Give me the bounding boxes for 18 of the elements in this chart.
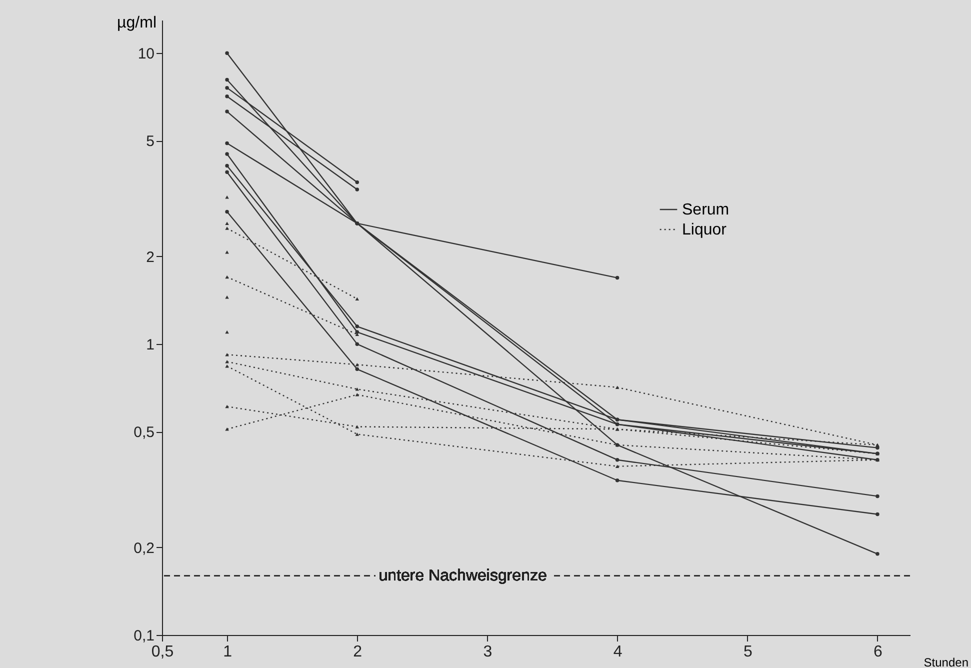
x-axis-title: Stunden bbox=[924, 656, 968, 668]
legend-label: Serum bbox=[682, 202, 730, 218]
x-tick-label: 4 bbox=[613, 644, 622, 660]
x-tick-label: 2 bbox=[353, 644, 362, 660]
y-tick-label: 0,5 bbox=[134, 424, 154, 442]
y-tick-label: 2 bbox=[146, 248, 154, 266]
y-tick-label: 0,2 bbox=[134, 540, 154, 557]
y-tick-label: 5 bbox=[146, 133, 154, 150]
ref-line-label: untere Nachweisgrenze bbox=[378, 568, 547, 585]
x-tick-label: 1 bbox=[223, 644, 232, 660]
y-tick-label: 10 bbox=[138, 46, 154, 63]
y-tick-label: 1 bbox=[146, 336, 154, 354]
x-tick-label: 6 bbox=[874, 644, 883, 660]
y-tick-label: 0,1 bbox=[134, 628, 154, 644]
y-axis-title: µg/ml bbox=[117, 14, 156, 32]
x-tick-label: 3 bbox=[483, 644, 492, 660]
legend-label: Liquor bbox=[682, 222, 728, 238]
x-tick-label: 5 bbox=[743, 644, 752, 660]
